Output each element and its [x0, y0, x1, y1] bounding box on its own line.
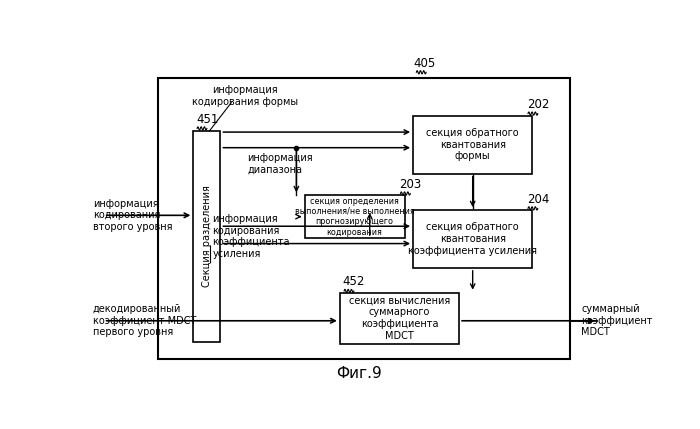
Text: 204: 204	[527, 193, 550, 206]
Text: секция обратного
квантования
коэффициента усиления: секция обратного квантования коэффициент…	[408, 222, 537, 256]
Text: 202: 202	[527, 98, 550, 111]
Text: Секция разделения: Секция разделения	[202, 185, 212, 287]
Text: декодированный
коэффициент MDCT
первого уровня: декодированный коэффициент MDCT первого …	[93, 304, 196, 337]
Text: информация
кодирования
коэффициента
усиления: информация кодирования коэффициента усил…	[212, 214, 290, 259]
Text: секция вычисления
суммарного
коэффициента
MDCT: секция вычисления суммарного коэффициент…	[349, 296, 450, 341]
Text: информация
диапазона: информация диапазона	[248, 153, 313, 175]
Bar	[413, 116, 533, 174]
Bar	[193, 131, 220, 342]
Text: 452: 452	[342, 275, 365, 288]
Text: информация
кодирования формы: информация кодирования формы	[192, 85, 298, 107]
Text: Фиг.9: Фиг.9	[336, 366, 382, 381]
Bar	[304, 195, 405, 238]
Text: 451: 451	[196, 113, 218, 126]
Bar	[413, 210, 533, 268]
Text: 203: 203	[400, 178, 421, 191]
Bar	[158, 78, 570, 359]
Text: 405: 405	[414, 57, 436, 69]
Text: суммарный
коэффициент
MDCT: суммарный коэффициент MDCT	[581, 304, 652, 337]
Text: информация
кодирования
второго уровня: информация кодирования второго уровня	[93, 199, 172, 232]
Text: секция обратного
квантования
формы: секция обратного квантования формы	[426, 128, 519, 161]
Text: секция определения
выполнения/не выполнения
прогнозирующего
кодирования: секция определения выполнения/не выполне…	[295, 196, 414, 237]
Bar	[340, 293, 459, 344]
